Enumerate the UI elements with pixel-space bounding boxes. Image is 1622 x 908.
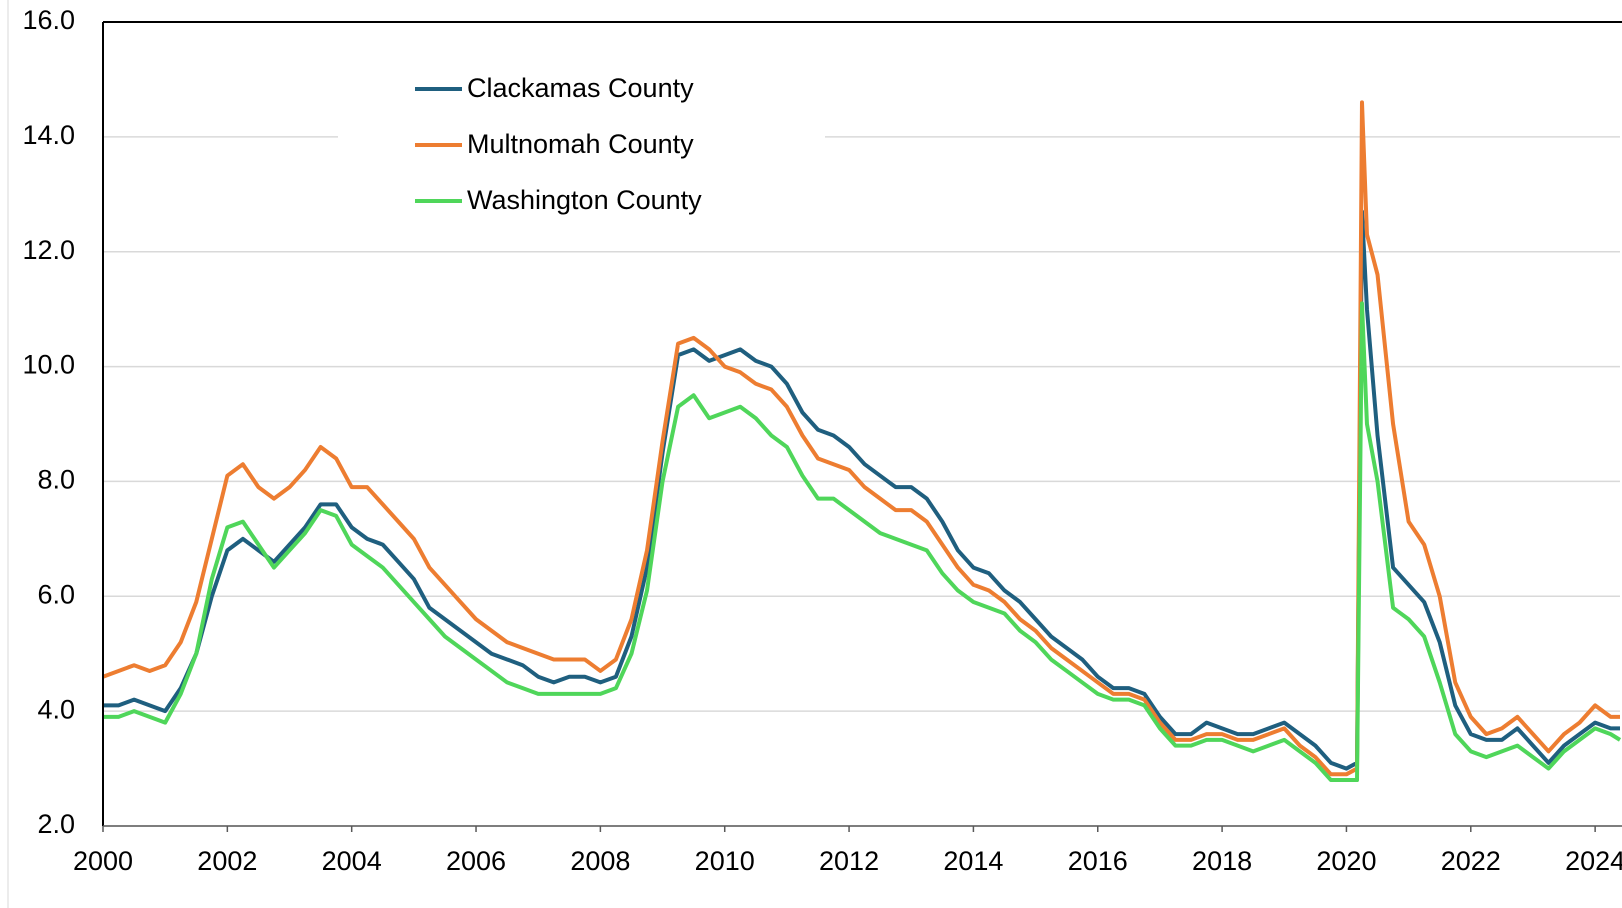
- x-tick-label: 2004: [322, 846, 382, 876]
- y-tick-label: 10.0: [22, 350, 75, 380]
- y-tick-label: 16.0: [22, 5, 75, 35]
- x-tick-label: 2006: [446, 846, 506, 876]
- x-tick-label: 2000: [73, 846, 133, 876]
- data-line: [103, 209, 1620, 771]
- y-tick-label: 2.0: [37, 809, 75, 839]
- x-tick-label: 2018: [1192, 846, 1252, 876]
- x-tick-label: 2014: [943, 846, 1003, 876]
- x-tick-label: 2010: [695, 846, 755, 876]
- y-tick-label: 8.0: [37, 465, 75, 495]
- x-tick-label: 2016: [1068, 846, 1128, 876]
- legend-label: Multnomah County: [467, 129, 694, 159]
- y-tick-label: 4.0: [37, 694, 75, 724]
- legend-label: Washington County: [467, 185, 702, 215]
- legend-label: Clackamas County: [467, 73, 694, 103]
- data-line: [102, 100, 1620, 777]
- data-line: [103, 301, 1622, 783]
- x-tick-label: 2002: [197, 846, 257, 876]
- y-tick-label: 6.0: [37, 579, 75, 609]
- x-tick-label: 2022: [1441, 846, 1501, 876]
- y-tick-label: 12.0: [22, 235, 75, 265]
- x-tick-label: 2024: [1565, 846, 1622, 876]
- y-tick-label: 14.0: [22, 120, 75, 150]
- x-tick-label: 2008: [570, 846, 630, 876]
- x-tick-label: 2012: [819, 846, 879, 876]
- x-tick-label: 2020: [1316, 846, 1376, 876]
